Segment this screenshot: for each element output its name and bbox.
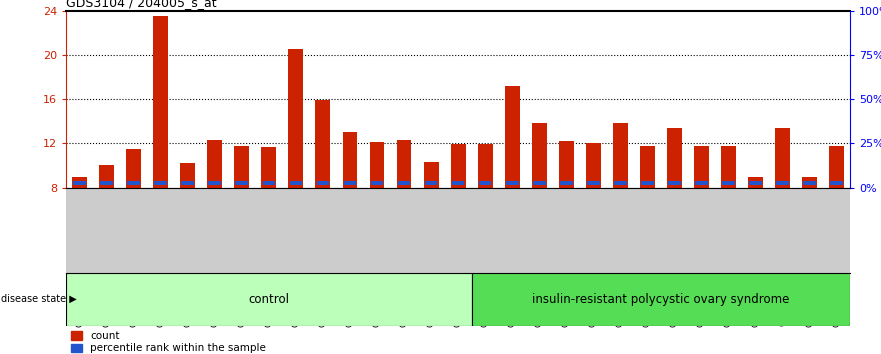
Bar <box>613 124 628 188</box>
Bar <box>126 149 141 188</box>
Legend: count, percentile rank within the sample: count, percentile rank within the sample <box>71 331 266 354</box>
Bar <box>614 181 626 185</box>
Bar <box>209 181 221 185</box>
Bar <box>586 143 601 188</box>
Bar <box>668 181 681 185</box>
Bar <box>667 128 682 188</box>
Bar <box>478 144 492 188</box>
Bar <box>154 181 167 185</box>
Bar <box>263 181 275 185</box>
Bar <box>533 181 545 185</box>
Bar <box>640 145 655 188</box>
Bar <box>181 181 194 185</box>
Bar <box>425 181 437 185</box>
Bar <box>775 128 790 188</box>
Bar <box>451 144 465 188</box>
Bar <box>72 177 87 188</box>
Bar <box>559 141 574 188</box>
Bar <box>506 181 519 185</box>
Bar <box>316 181 329 185</box>
Bar <box>803 177 817 188</box>
Bar <box>424 162 439 188</box>
Bar <box>829 145 844 188</box>
Bar <box>100 181 113 185</box>
Text: GDS3104 / 204005_s_at: GDS3104 / 204005_s_at <box>66 0 217 10</box>
Bar <box>262 147 277 188</box>
Bar <box>748 177 763 188</box>
Bar <box>397 181 411 185</box>
Bar <box>290 181 302 185</box>
Bar <box>100 166 114 188</box>
Bar <box>234 145 249 188</box>
Bar <box>181 163 196 188</box>
Bar <box>73 181 86 185</box>
Bar <box>560 181 573 185</box>
Bar <box>235 181 248 185</box>
Bar <box>749 181 762 185</box>
Bar <box>641 181 654 185</box>
Bar <box>207 140 222 188</box>
Bar <box>371 181 383 185</box>
Bar <box>343 132 358 188</box>
Bar <box>721 145 736 188</box>
Bar <box>803 181 816 185</box>
Text: insulin-resistant polycystic ovary syndrome: insulin-resistant polycystic ovary syndr… <box>532 293 789 306</box>
Bar <box>532 124 547 188</box>
FancyBboxPatch shape <box>471 273 850 326</box>
FancyBboxPatch shape <box>66 273 471 326</box>
Bar <box>505 86 520 188</box>
Bar <box>128 181 140 185</box>
Bar <box>369 142 384 188</box>
Bar <box>722 181 735 185</box>
Bar <box>694 145 709 188</box>
Bar <box>153 16 168 188</box>
Bar <box>830 181 843 185</box>
Bar <box>452 181 464 185</box>
Bar <box>288 49 303 188</box>
Bar <box>695 181 707 185</box>
Bar <box>315 100 330 188</box>
Text: control: control <box>248 293 289 306</box>
Text: disease state ▶: disease state ▶ <box>1 294 77 304</box>
Bar <box>776 181 788 185</box>
Bar <box>396 140 411 188</box>
Bar <box>587 181 600 185</box>
Bar <box>479 181 492 185</box>
Bar <box>344 181 356 185</box>
